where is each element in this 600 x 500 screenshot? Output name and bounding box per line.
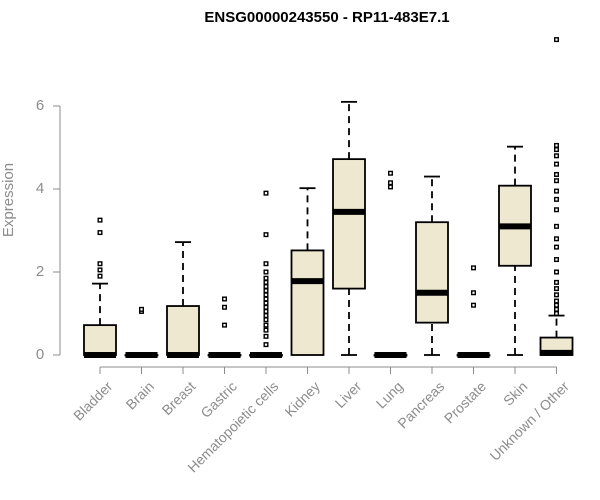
outlier-point bbox=[263, 296, 269, 302]
box bbox=[166, 305, 200, 356]
outlier-point bbox=[263, 284, 269, 290]
outlier-point bbox=[554, 244, 560, 250]
outlier-point bbox=[554, 311, 560, 317]
outlier-point bbox=[263, 313, 269, 319]
outlier-point bbox=[97, 261, 103, 267]
box bbox=[290, 249, 325, 356]
outlier-point bbox=[388, 170, 394, 176]
box bbox=[415, 221, 449, 324]
category-label: Liver bbox=[332, 378, 365, 411]
outlier-point bbox=[263, 317, 269, 323]
outlier-point bbox=[97, 217, 103, 223]
outlier-point bbox=[554, 236, 560, 242]
outlier-point bbox=[263, 342, 269, 348]
outlier-point bbox=[554, 302, 560, 308]
y-axis-label: Expression bbox=[0, 163, 17, 237]
outlier-point bbox=[554, 223, 560, 229]
box-kidney bbox=[290, 187, 325, 356]
y-tick-label: 6 bbox=[36, 97, 44, 114]
box-pancreas bbox=[415, 175, 449, 356]
outlier-point bbox=[263, 275, 269, 281]
outlier-point bbox=[471, 302, 477, 308]
outlier-point bbox=[221, 296, 227, 302]
outlier-point bbox=[554, 37, 560, 43]
outlier-point bbox=[554, 188, 560, 194]
box-brain bbox=[124, 306, 159, 358]
outlier-point bbox=[554, 147, 560, 153]
outlier-point bbox=[263, 232, 269, 238]
y-tick-label: 4 bbox=[36, 180, 44, 197]
box-lung bbox=[373, 170, 408, 358]
box-liver bbox=[332, 100, 366, 356]
outlier-point bbox=[554, 207, 560, 213]
outlier-point bbox=[263, 288, 269, 294]
outlier-point bbox=[221, 322, 227, 328]
outlier-point bbox=[97, 230, 103, 236]
outlier-point bbox=[554, 279, 560, 285]
outlier-point bbox=[554, 292, 560, 298]
box-series bbox=[83, 37, 574, 358]
outlier-point bbox=[554, 257, 560, 263]
outlier-point bbox=[471, 265, 477, 271]
box-bladder bbox=[83, 217, 117, 358]
outlier-point bbox=[554, 298, 560, 304]
outlier-point bbox=[263, 327, 269, 333]
outlier-point bbox=[263, 322, 269, 328]
outlier-point bbox=[263, 304, 269, 310]
outlier-point bbox=[263, 292, 269, 298]
outlier-point bbox=[388, 184, 394, 190]
outlier-point bbox=[263, 308, 269, 314]
outlier-point bbox=[263, 269, 269, 275]
outlier-point bbox=[554, 306, 560, 312]
outlier-point bbox=[263, 279, 269, 285]
box bbox=[332, 158, 366, 290]
outlier-point bbox=[263, 190, 269, 196]
box-breast bbox=[166, 241, 200, 358]
box bbox=[83, 324, 117, 356]
outlier-point bbox=[263, 300, 269, 306]
outlier-point bbox=[471, 290, 477, 296]
outlier-point bbox=[263, 333, 269, 339]
outlier-point bbox=[554, 171, 560, 177]
y-axis: 0 2 4 6 bbox=[36, 97, 61, 363]
outlier-point bbox=[388, 180, 394, 186]
y-tick-label: 0 bbox=[36, 346, 44, 363]
outlier-point bbox=[97, 273, 103, 279]
outlier-point bbox=[554, 269, 560, 275]
outlier-point bbox=[97, 267, 103, 273]
box-prostate bbox=[456, 265, 491, 358]
y-tick-label: 2 bbox=[36, 263, 44, 280]
category-label: Kidney bbox=[281, 378, 323, 420]
category-label: Bladder bbox=[70, 378, 116, 424]
outlier-point bbox=[221, 304, 227, 310]
category-label: Unknown / Other bbox=[486, 378, 572, 464]
outlier-point bbox=[554, 161, 560, 167]
box-skin bbox=[498, 145, 532, 356]
chart-title: ENSG00000243550 - RP11-483E7.1 bbox=[204, 9, 449, 26]
outlier-point bbox=[554, 196, 560, 202]
category-label: Prostate bbox=[441, 378, 489, 426]
outlier-point bbox=[554, 142, 560, 148]
outlier-point bbox=[554, 178, 560, 184]
box-hematopoietic-cells bbox=[249, 190, 283, 358]
outlier-point bbox=[554, 153, 560, 159]
outlier-point bbox=[263, 261, 269, 267]
box-gastric bbox=[207, 296, 242, 358]
category-label: Skin bbox=[500, 378, 531, 409]
category-label: Brain bbox=[123, 378, 157, 412]
outlier-point bbox=[138, 306, 144, 312]
category-label: Breast bbox=[159, 378, 199, 418]
outlier-point bbox=[554, 286, 560, 292]
box-unknown-other bbox=[539, 37, 574, 356]
category-label: Lung bbox=[373, 378, 406, 411]
